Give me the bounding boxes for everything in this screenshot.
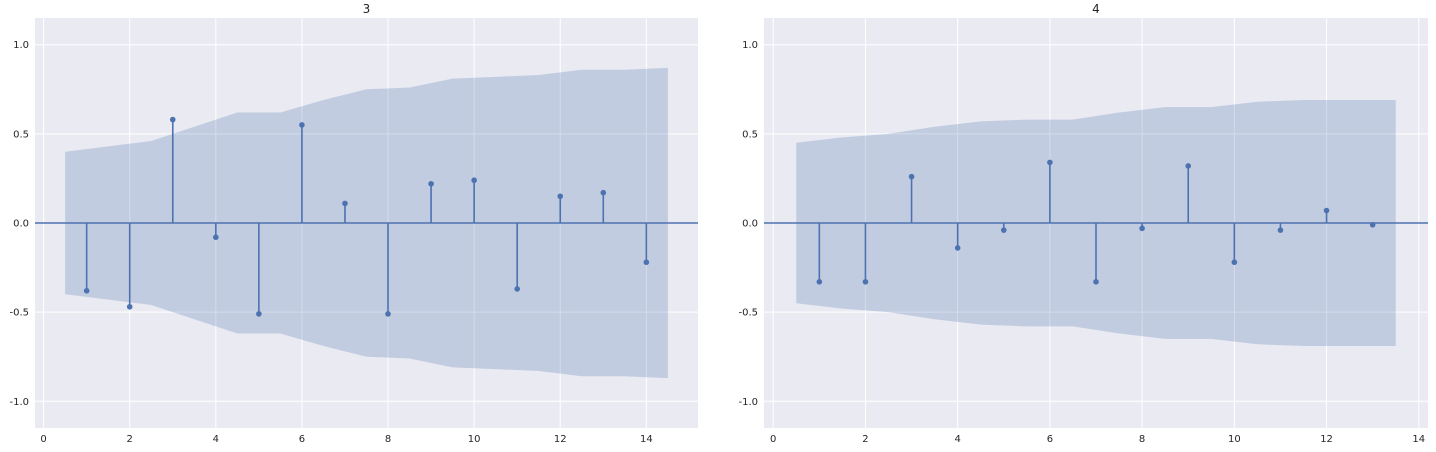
chart-1-marker-lag-2	[862, 279, 869, 285]
chart-1-marker-lag-1	[816, 279, 823, 285]
chart-1-x-tick-label-3: 6	[1047, 434, 1053, 445]
chart-1-marker-lag-7	[1093, 279, 1099, 285]
chart-1-x-tick-label-2: 4	[954, 434, 960, 445]
chart-1-y-tick-label-1: -0.5	[738, 308, 758, 319]
chart-1-marker-lag-8	[1139, 225, 1145, 232]
chart-0-y-tick-label-3: 0.5	[13, 129, 29, 140]
chart-0-x-tick-label-3: 6	[299, 434, 305, 445]
acf-panel-4: 0 2 4 6 8 10 12 14 -1.0 -0.5 0.0 0.5 1.0 4	[738, 2, 1428, 445]
chart-0-x-tick-label-4: 8	[385, 434, 391, 445]
chart-1-x-tick-label-7: 14	[1412, 434, 1425, 445]
chart-1-y-tick-label-2: 0.0	[742, 219, 758, 230]
chart-1-y-tick-label-4: 1.0	[742, 40, 758, 51]
chart-0-marker-lag-5	[256, 311, 262, 317]
chart-0-marker-lag-4	[213, 234, 219, 241]
chart-0-marker-lag-2	[126, 303, 133, 310]
chart-1-marker-lag-10	[1231, 259, 1238, 266]
chart-0-y-tick-label-0: -1.0	[9, 397, 29, 408]
chart-0-title: 3	[363, 2, 371, 16]
chart-1-x-tick-label-6: 12	[1320, 434, 1333, 445]
chart-0-x-tick-label-0: 0	[40, 434, 46, 445]
chart-1-y-tick-label-3: 0.5	[742, 129, 758, 140]
chart-0-y-tick-label-2: 0.0	[13, 219, 29, 230]
chart-1-marker-lag-3	[908, 173, 915, 180]
chart-0-x-tick-label-6: 12	[554, 434, 567, 445]
chart-0-marker-lag-7	[342, 200, 348, 207]
chart-1-marker-lag-12	[1323, 207, 1330, 214]
chart-1-marker-lag-4	[954, 245, 961, 251]
chart-0-y-tick-label-1: -0.5	[9, 308, 29, 319]
chart-1-marker-lag-13	[1369, 221, 1376, 228]
chart-0-x-tick-label-1: 2	[127, 434, 133, 445]
chart-0-marker-lag-6	[299, 122, 305, 128]
chart-1-title: 4	[1092, 2, 1100, 16]
chart-1-x-tick-label-5: 10	[1228, 434, 1241, 445]
chart-1-marker-lag-6	[1047, 159, 1053, 166]
chart-0-marker-lag-10	[471, 177, 477, 184]
chart-1-marker-lag-11	[1277, 227, 1284, 233]
chart-1-marker-lag-9	[1185, 163, 1192, 169]
chart-0-marker-lag-8	[385, 311, 391, 317]
chart-0-y-tick-label-4: 1.0	[13, 40, 29, 51]
chart-0-x-tick-label-7: 14	[640, 434, 653, 445]
chart-0-marker-lag-3	[169, 116, 176, 123]
acf-panel-3: 0 2 4 6 8 10 12 14 -1.0 -0.5 0.0 0.5 1.0 3	[9, 2, 698, 445]
chart-1-x-tick-label-1: 2	[862, 434, 868, 445]
chart-1-marker-lag-5	[1000, 227, 1007, 233]
chart-0-marker-lag-12	[557, 193, 564, 200]
chart-0-marker-lag-13	[600, 189, 607, 196]
chart-0-marker-lag-14	[643, 259, 650, 266]
chart-1-x-tick-label-0: 0	[770, 434, 776, 445]
chart-0-x-tick-label-5: 10	[468, 434, 481, 445]
chart-1-y-tick-label-0: -1.0	[738, 397, 758, 408]
chart-0-x-tick-label-2: 4	[213, 434, 219, 445]
chart-1-x-tick-label-4: 8	[1139, 434, 1145, 445]
chart-0-marker-lag-1	[83, 287, 90, 294]
chart-0-marker-lag-9	[428, 180, 434, 187]
chart-0-marker-lag-11	[514, 286, 520, 292]
